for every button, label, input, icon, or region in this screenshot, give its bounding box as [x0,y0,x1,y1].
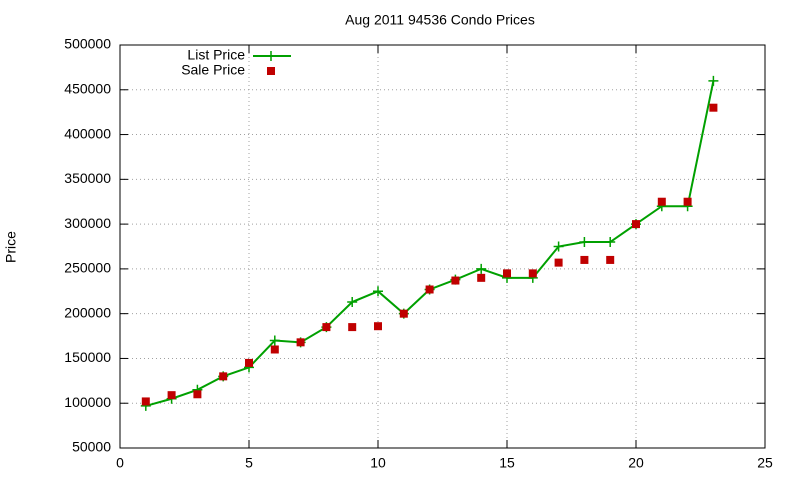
y-tick-label: 350000 [64,170,111,186]
data-point [296,338,305,347]
data-point [219,372,228,381]
data-point [373,286,383,297]
x-tick-label: 5 [245,455,253,471]
data-point [322,323,331,332]
data-point [347,297,358,308]
y-tick-label: 200000 [64,304,111,320]
data-point [554,258,563,267]
x-tick-label: 15 [499,455,515,471]
y-tick-label: 100000 [64,394,111,410]
data-point [708,75,719,86]
data-point [269,335,280,346]
data-point [245,358,253,367]
y-tick-label: 50000 [72,439,111,455]
legend-label: List Price [187,47,245,63]
plot-frame [119,44,766,449]
data-point [193,390,202,399]
legend-marker [266,51,276,61]
data-point [451,276,460,285]
y-tick-label: 400000 [64,125,111,141]
data-point [657,197,666,206]
data-point [348,323,357,332]
data-point [553,241,564,252]
y-tick-label: 250000 [64,260,111,276]
chart-title: Aug 2011 94536 Condo Prices [345,12,535,28]
legend-label: Sale Price [181,62,245,78]
x-tick-label: 0 [116,455,124,471]
y-tick-label: 450000 [64,80,111,96]
data-point [579,237,590,248]
y-tick-label: 300000 [64,215,111,231]
y-tick-label: 500000 [64,36,111,52]
data-point [683,197,692,206]
data-point [503,269,511,278]
x-tick-label: 20 [628,455,644,471]
data-point [605,237,616,248]
data-point [632,220,640,229]
data-point [425,285,434,294]
data-point [477,273,486,282]
data-point [167,391,176,400]
data-point [270,345,279,354]
x-tick-label: 25 [757,455,773,471]
data-point [709,103,718,112]
data-point [606,255,615,264]
y-axis-label: Price [3,231,19,263]
data-point [476,263,487,274]
data-point [528,269,537,278]
data-point [399,309,408,318]
data-point [580,255,589,264]
data-point [374,322,382,331]
legend-marker [267,67,275,75]
x-tick-label: 10 [370,455,386,471]
y-tick-label: 150000 [64,349,111,365]
data-point [141,397,150,406]
series-line [145,80,715,407]
